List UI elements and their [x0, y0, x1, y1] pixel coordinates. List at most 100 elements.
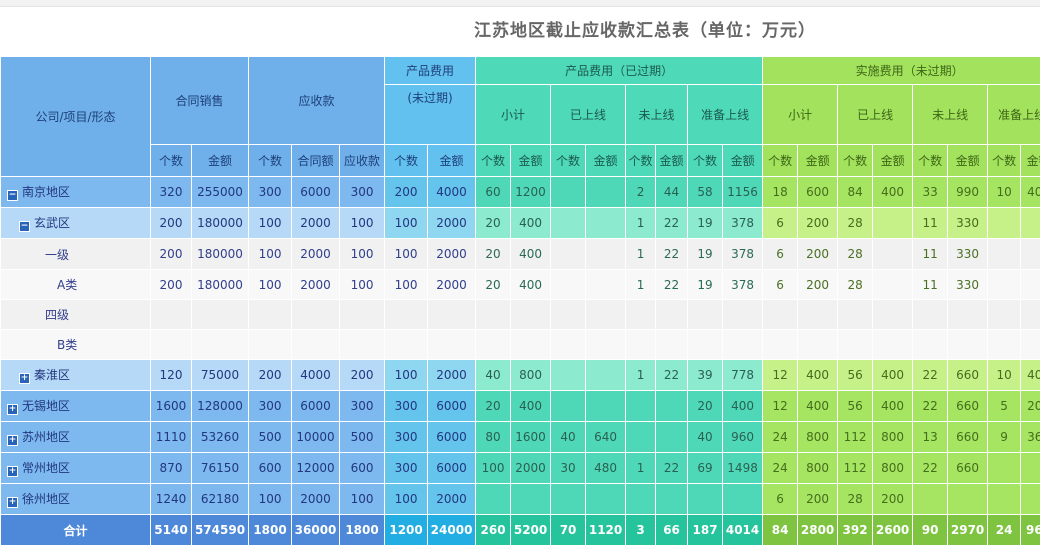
table-cell: 24: [762, 421, 799, 453]
header-expired-online: 已上线: [550, 84, 627, 145]
expand-icon[interactable]: +: [7, 466, 18, 477]
table-cell: [1020, 483, 1040, 515]
table-cell: 300: [384, 452, 429, 484]
table-cell: 100: [248, 207, 293, 239]
table-cell: 400: [872, 176, 914, 208]
expand-icon[interactable]: +: [7, 435, 18, 446]
table-cell: 4014: [722, 514, 764, 546]
table-cell: [947, 299, 989, 330]
table-cell: 58: [687, 176, 724, 208]
table-cell: 12: [762, 359, 799, 391]
table-cell: 960: [1020, 514, 1040, 546]
table-cell: [797, 299, 839, 330]
header-expired-subtotal: 小计: [475, 84, 552, 145]
table-cell: [987, 483, 1022, 515]
summary-table: 公司/项目/形态 合同销售 应收款 产品费用 产品费用（已过期） 实施费用（未过…: [0, 56, 1040, 546]
table-cell: 600: [339, 452, 386, 484]
collapse-icon[interactable]: −: [19, 221, 30, 232]
table-cell: 100: [339, 238, 386, 270]
table-cell: [987, 269, 1022, 300]
table-cell: 260: [475, 514, 512, 546]
table-cell: [912, 299, 949, 330]
expand-icon[interactable]: +: [7, 497, 18, 508]
table-cell: 200: [797, 207, 839, 239]
table-cell: [1020, 299, 1040, 330]
table-cell: 180000: [190, 238, 250, 270]
table-cell: 400: [510, 238, 552, 270]
header-count: 个数: [687, 144, 724, 177]
table-cell: [475, 299, 512, 330]
table-row: + 苏州地区 1110 53260 500 10000 500 300 6000 80 1600 40…: [0, 421, 1040, 453]
header-impl-not-online: 未上线: [912, 84, 989, 145]
table-cell: 330: [947, 238, 989, 270]
collapse-icon[interactable]: −: [7, 190, 18, 201]
table-cell: [190, 329, 250, 360]
table-cell: 2000: [427, 207, 477, 239]
table-cell: 22: [655, 269, 689, 300]
table-cell: 100: [475, 452, 512, 484]
table-cell: 53260: [190, 421, 250, 453]
table-cell: [550, 329, 587, 360]
table-cell: 400: [510, 269, 552, 300]
table-cell: 320: [150, 176, 192, 208]
table-cell: 400: [872, 390, 914, 422]
table-cell: 990: [947, 176, 989, 208]
table-cell: 400: [1020, 359, 1040, 391]
table-cell: 4000: [427, 176, 477, 208]
expand-icon[interactable]: +: [7, 404, 18, 415]
table-row: A类 200 180000 100 2000 100 100 2000 20 400 1 22 19 37…: [0, 269, 1040, 300]
table-cell: [655, 421, 689, 453]
table-cell: 2600: [872, 514, 914, 546]
table-cell: 112: [837, 421, 874, 453]
table-cell: [987, 452, 1022, 484]
header-amount: 金额: [190, 144, 250, 177]
table-cell: 180000: [190, 269, 250, 300]
table-cell: 660: [947, 390, 989, 422]
header-count: 个数: [837, 144, 874, 177]
row-label: B类: [57, 338, 78, 352]
header-count: 个数: [625, 144, 657, 177]
table-cell: 62180: [190, 483, 250, 515]
table-cell: [585, 269, 627, 300]
table-cell: 30: [550, 452, 587, 484]
table-cell: 100: [384, 483, 429, 515]
table-cell: 36000: [291, 514, 341, 546]
row-label: 南京地区: [22, 185, 71, 199]
table-cell: [655, 299, 689, 330]
table-cell: 18: [762, 176, 799, 208]
table-cell: 100: [339, 269, 386, 300]
table-cell: [585, 299, 627, 330]
table-cell: 400: [510, 390, 552, 422]
table-cell: 19: [687, 269, 724, 300]
table-cell: [655, 329, 689, 360]
table-cell: 12: [762, 390, 799, 422]
header-count: 个数: [550, 144, 587, 177]
table-cell: [550, 269, 587, 300]
table-cell: 1156: [722, 176, 764, 208]
table-cell: 400: [1020, 176, 1040, 208]
table-cell: 378: [722, 269, 764, 300]
table-cell: 6000: [427, 421, 477, 453]
table-cell: 6000: [291, 390, 341, 422]
table-cell: [987, 329, 1022, 360]
table-cell: 200: [872, 483, 914, 515]
table-cell: [550, 238, 587, 270]
table-cell: 20: [475, 269, 512, 300]
table-cell: 4000: [291, 359, 341, 391]
table-cell: 10: [987, 176, 1022, 208]
table-cell: 6000: [427, 452, 477, 484]
row-label-cell: − 玄武区: [0, 207, 151, 239]
row-label-cell: 四级: [0, 299, 151, 330]
table-cell: [837, 299, 874, 330]
table-cell: 2000: [427, 238, 477, 270]
expand-icon[interactable]: +: [19, 373, 30, 384]
table-cell: 400: [797, 359, 839, 391]
table-cell: [655, 483, 689, 515]
table-cell: [837, 329, 874, 360]
table-cell: [687, 483, 724, 515]
header-dimension: 公司/项目/形态: [0, 56, 151, 177]
table-cell: [190, 299, 250, 330]
table-cell: 1: [625, 238, 657, 270]
header-receivable: 应收款: [248, 56, 386, 145]
table-cell: 100: [339, 483, 386, 515]
